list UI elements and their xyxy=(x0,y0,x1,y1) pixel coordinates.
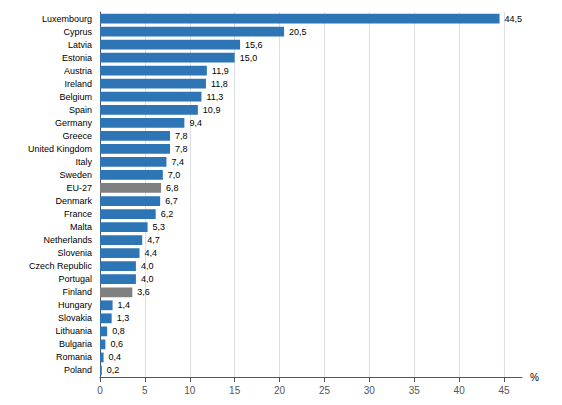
svg-text:11,9: 11,9 xyxy=(212,66,229,76)
svg-text:5: 5 xyxy=(142,385,148,396)
svg-text:5,3: 5,3 xyxy=(153,222,166,232)
svg-text:Spain: Spain xyxy=(69,105,92,115)
svg-text:Cyprus: Cyprus xyxy=(63,27,92,37)
svg-text:Italy: Italy xyxy=(75,157,92,167)
svg-text:4,0: 4,0 xyxy=(141,274,154,284)
svg-text:40: 40 xyxy=(454,385,466,396)
svg-text:4,0: 4,0 xyxy=(141,261,154,271)
svg-text:Austria: Austria xyxy=(64,66,92,76)
svg-text:%: % xyxy=(530,372,539,383)
svg-text:15,6: 15,6 xyxy=(245,40,263,50)
svg-text:Estonia: Estonia xyxy=(62,53,92,63)
svg-text:Bulgaria: Bulgaria xyxy=(59,339,92,349)
svg-text:Romania: Romania xyxy=(56,352,92,362)
svg-text:Poland: Poland xyxy=(64,365,92,375)
svg-text:Hungary: Hungary xyxy=(58,300,93,310)
svg-text:Lithuania: Lithuania xyxy=(55,326,92,336)
svg-text:0,4: 0,4 xyxy=(109,352,122,362)
svg-text:EU-27: EU-27 xyxy=(66,183,92,193)
svg-text:15: 15 xyxy=(229,385,241,396)
svg-text:35: 35 xyxy=(409,385,421,396)
svg-text:7,4: 7,4 xyxy=(171,157,184,167)
svg-text:Belgium: Belgium xyxy=(59,92,92,102)
svg-text:11,3: 11,3 xyxy=(206,92,223,102)
svg-text:10,9: 10,9 xyxy=(203,105,221,115)
svg-text:Slovenia: Slovenia xyxy=(57,248,92,258)
svg-text:6,8: 6,8 xyxy=(166,183,179,193)
svg-text:United Kingdom: United Kingdom xyxy=(28,144,92,154)
svg-text:0,8: 0,8 xyxy=(112,326,125,336)
svg-text:0,6: 0,6 xyxy=(110,339,123,349)
svg-text:Netherlands: Netherlands xyxy=(43,235,92,245)
svg-text:7,8: 7,8 xyxy=(175,144,188,154)
svg-text:Luxembourg: Luxembourg xyxy=(42,14,92,24)
svg-text:45: 45 xyxy=(498,385,510,396)
svg-text:Latvia: Latvia xyxy=(68,40,92,50)
svg-text:Finland: Finland xyxy=(62,287,92,297)
svg-text:0,2: 0,2 xyxy=(107,365,120,375)
svg-text:11,8: 11,8 xyxy=(211,79,228,89)
svg-text:44,5: 44,5 xyxy=(505,14,523,24)
svg-text:7,0: 7,0 xyxy=(168,170,181,180)
svg-text:25: 25 xyxy=(319,385,331,396)
svg-text:Greece: Greece xyxy=(62,131,92,141)
svg-text:Portugal: Portugal xyxy=(58,274,92,284)
svg-text:20: 20 xyxy=(274,385,286,396)
svg-text:20,5: 20,5 xyxy=(289,27,307,37)
svg-text:15,0: 15,0 xyxy=(240,53,258,63)
svg-text:4,7: 4,7 xyxy=(147,235,160,245)
svg-text:4,4: 4,4 xyxy=(145,248,158,258)
svg-text:Malta: Malta xyxy=(70,222,92,232)
svg-text:Slovakia: Slovakia xyxy=(58,313,92,323)
svg-text:6,7: 6,7 xyxy=(165,196,178,206)
svg-text:Germany: Germany xyxy=(55,118,93,128)
svg-text:10: 10 xyxy=(184,385,196,396)
svg-text:30: 30 xyxy=(364,385,376,396)
svg-text:1,3: 1,3 xyxy=(117,313,130,323)
svg-text:Sweden: Sweden xyxy=(59,170,92,180)
svg-text:Czech Republic: Czech Republic xyxy=(29,261,93,271)
svg-text:0: 0 xyxy=(97,385,103,396)
svg-text:Denmark: Denmark xyxy=(55,196,92,206)
svg-text:1,4: 1,4 xyxy=(118,300,131,310)
svg-text:Ireland: Ireland xyxy=(64,79,92,89)
svg-text:3,6: 3,6 xyxy=(137,287,150,297)
svg-text:France: France xyxy=(64,209,92,219)
svg-text:7,8: 7,8 xyxy=(175,131,188,141)
svg-text:9,4: 9,4 xyxy=(189,118,202,128)
svg-text:6,2: 6,2 xyxy=(161,209,174,219)
